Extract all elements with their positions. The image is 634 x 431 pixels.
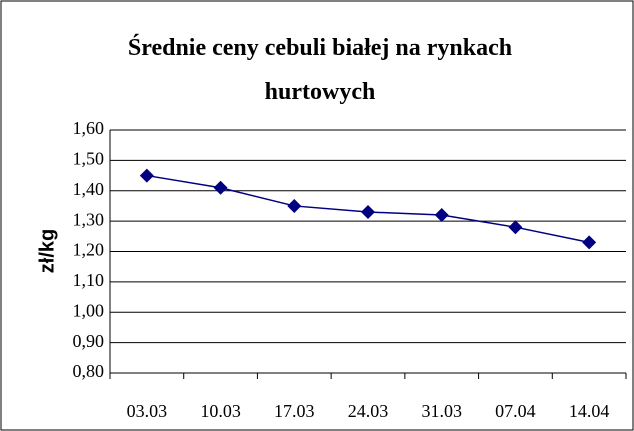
y-tick-label: 1,00	[73, 300, 105, 320]
data-point	[508, 220, 523, 235]
x-tick-label: 03.03	[127, 401, 168, 421]
data-point	[213, 180, 228, 195]
data-point	[287, 198, 302, 213]
x-tick-label: 07.04	[495, 401, 536, 421]
x-tick-label: 17.03	[274, 401, 315, 421]
x-tick-label: 24.03	[348, 401, 389, 421]
x-tick-label: 31.03	[421, 401, 462, 421]
y-axis-label: zł/kg	[36, 229, 58, 273]
y-tick-label: 1,60	[73, 118, 105, 138]
y-tick-label: 0,90	[73, 331, 105, 351]
chart-title: Średnie ceny cebuli białej na rynkach hu…	[127, 35, 513, 105]
x-tick-label: 14.04	[569, 401, 610, 421]
y-tick-label: 1,30	[73, 209, 105, 229]
data-point	[582, 235, 597, 250]
y-tick-label: 1,10	[73, 270, 105, 290]
data-point	[139, 168, 154, 183]
x-tick-label: 10.03	[200, 401, 241, 421]
y-tick-label: 1,20	[73, 240, 105, 260]
y-tick-label: 0,80	[73, 361, 105, 381]
data-point	[361, 205, 375, 220]
y-tick-label: 1,40	[73, 179, 105, 199]
data-point	[434, 208, 449, 223]
y-tick-label: 1,50	[73, 149, 105, 169]
